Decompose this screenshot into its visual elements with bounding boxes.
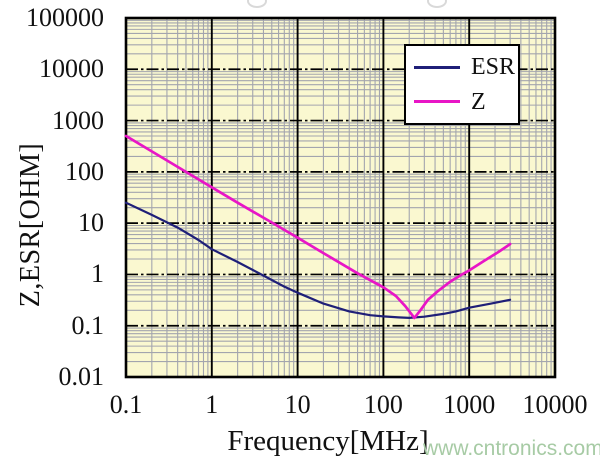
esr-line-swatch — [414, 65, 460, 69]
y-tick-label: 1 — [91, 259, 104, 289]
y-tick-label: 10 — [78, 208, 104, 238]
watermark: www.cntronics.com — [423, 437, 600, 460]
x-tick-label: 0.1 — [109, 390, 143, 419]
x-tick-label: 10 — [284, 390, 311, 419]
y-tick-label: 0.01 — [58, 362, 105, 391]
x-tick-label: 1 — [205, 390, 219, 419]
major-horizontal-gridlines — [126, 68, 555, 327]
plot-border — [124, 16, 557, 379]
cropped-title-fragment — [427, 0, 447, 8]
z-curve — [124, 134, 512, 320]
y-tick-label: 1000 — [52, 105, 104, 135]
legend: ESR Z — [404, 44, 520, 125]
legend-item-z: Z — [406, 90, 518, 114]
x-axis-title: Frequency[MHz] — [227, 425, 429, 457]
legend-label-esr: ESR — [471, 54, 516, 81]
esr-curve — [124, 201, 512, 319]
y-tick-label: 10000 — [39, 54, 104, 84]
y-tick-label: 100000 — [26, 3, 104, 32]
y-tick-label: 100 — [65, 156, 104, 186]
x-tick-label: 1000 — [443, 390, 496, 419]
legend-label-z: Z — [471, 88, 486, 115]
legend-item-esr: ESR — [406, 55, 518, 79]
x-tick-label: 10000 — [522, 390, 588, 419]
y-tick-label: 0.1 — [71, 310, 105, 340]
z-line-swatch — [414, 100, 460, 104]
x-tick-label: 100 — [363, 390, 403, 419]
cropped-title-fragment — [247, 0, 267, 8]
